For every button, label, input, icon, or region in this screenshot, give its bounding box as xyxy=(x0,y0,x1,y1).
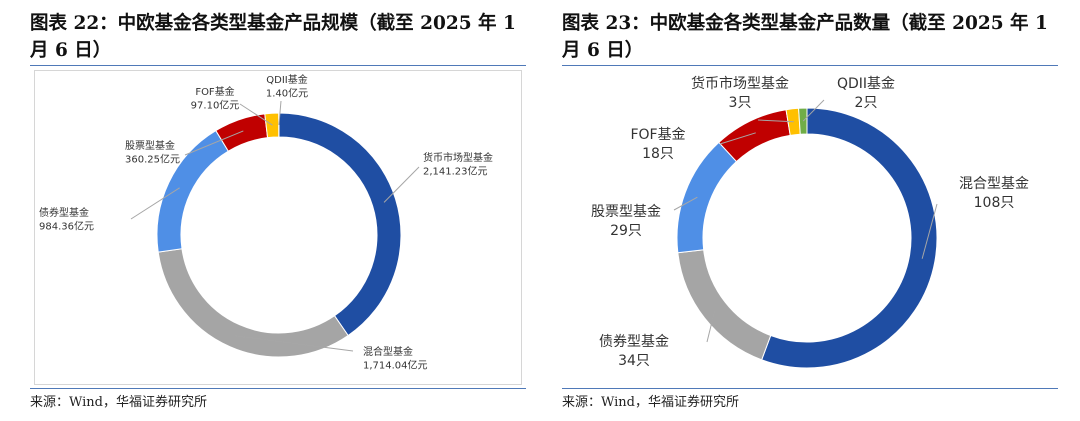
chart-title: 图表 22：中欧基金各类型基金产品规模（截至 2025 年 1 月 6 日） xyxy=(30,13,516,61)
slice-value-label-3: 18只 xyxy=(642,146,674,162)
chart-title: 图表 23：中欧基金各类型基金产品数量（截至 2025 年 1 月 6 日） xyxy=(562,13,1048,61)
leader-line-0 xyxy=(383,166,420,203)
donut-slice-1 xyxy=(157,248,349,358)
slice-name-label-3: FOF基金 xyxy=(630,126,685,143)
donut-slice-2 xyxy=(676,141,738,254)
leader-line-3 xyxy=(719,132,756,145)
leader-line-2 xyxy=(673,196,698,211)
leader-line-5 xyxy=(802,99,825,122)
slice-value-label-2: 984.36亿元 xyxy=(39,220,94,233)
source-note: 来源：Wind，华福证券研究所 xyxy=(30,395,207,410)
slice-value-label-5: 2只 xyxy=(855,95,878,111)
title-rule xyxy=(562,65,1058,66)
source-rule xyxy=(562,388,1058,389)
chart-panel-count: 图表 23：中欧基金各类型基金产品数量（截至 2025 年 1 月 6 日） 混… xyxy=(562,0,1062,421)
source-note: 来源：Wind，华福证券研究所 xyxy=(562,395,739,410)
chart-area: 货币市场型基金 2,141.23亿元混合型基金 1,714.04亿元 债券型基金 984… xyxy=(34,70,522,385)
leader-line-1 xyxy=(234,335,354,352)
slice-name-label-3: 股票型基金 xyxy=(125,139,175,152)
slice-name-label-4: 货币市场型基金 xyxy=(691,75,789,92)
slice-name-label-5: QDII基金 xyxy=(837,75,895,92)
leader-line-4 xyxy=(757,119,794,123)
slice-value-label-0: 108只 xyxy=(974,195,1015,211)
slice-value-label-5: 1.40亿元 xyxy=(266,87,308,100)
slice-value-label-0: 2,141.23亿元 xyxy=(423,165,488,178)
slice-name-label-4: FOF基金 xyxy=(195,85,234,98)
slice-value-label-1: 1,714.04亿元 xyxy=(363,359,428,372)
title-rule xyxy=(30,65,526,66)
donut-slice-1 xyxy=(677,249,772,361)
source-rule xyxy=(30,388,526,389)
leader-line-3 xyxy=(184,130,244,156)
slice-name-label-0: 混合型基金 xyxy=(959,175,1029,192)
leader-line-5 xyxy=(278,100,282,126)
donut-slice-0 xyxy=(278,112,402,337)
chart-panel-scale: 图表 22：中欧基金各类型基金产品规模（截至 2025 年 1 月 6 日） 货… xyxy=(30,0,530,421)
slice-name-label-2: 股票型基金 xyxy=(591,203,661,220)
chart-area: 混合型基金 108只债券型基金 34只 股票型基金 29只 FOF基金 18只 货币市场型基金… xyxy=(562,70,1058,385)
slice-name-label-2: 债券型基金 xyxy=(39,206,89,219)
donut-slice-5 xyxy=(798,107,808,135)
donut-slice-0 xyxy=(761,107,938,369)
slice-value-label-3: 360.25亿元 xyxy=(125,153,180,166)
slice-value-label-4: 97.10亿元 xyxy=(191,99,240,112)
slice-name-label-0: 货币市场型基金 xyxy=(423,151,493,164)
slice-value-label-1: 34只 xyxy=(618,353,650,369)
leader-line-2 xyxy=(130,187,180,220)
leader-line-4 xyxy=(239,103,273,126)
leader-line-1 xyxy=(706,309,716,343)
slice-name-label-1: 混合型基金 xyxy=(363,345,413,358)
slice-name-label-5: QDII基金 xyxy=(266,73,307,86)
slice-value-label-4: 3只 xyxy=(729,95,752,111)
donut-slice-3 xyxy=(718,109,791,163)
slice-name-label-1: 债券型基金 xyxy=(599,333,669,350)
slice-value-label-2: 29只 xyxy=(610,223,642,239)
leader-line-0 xyxy=(921,203,938,259)
